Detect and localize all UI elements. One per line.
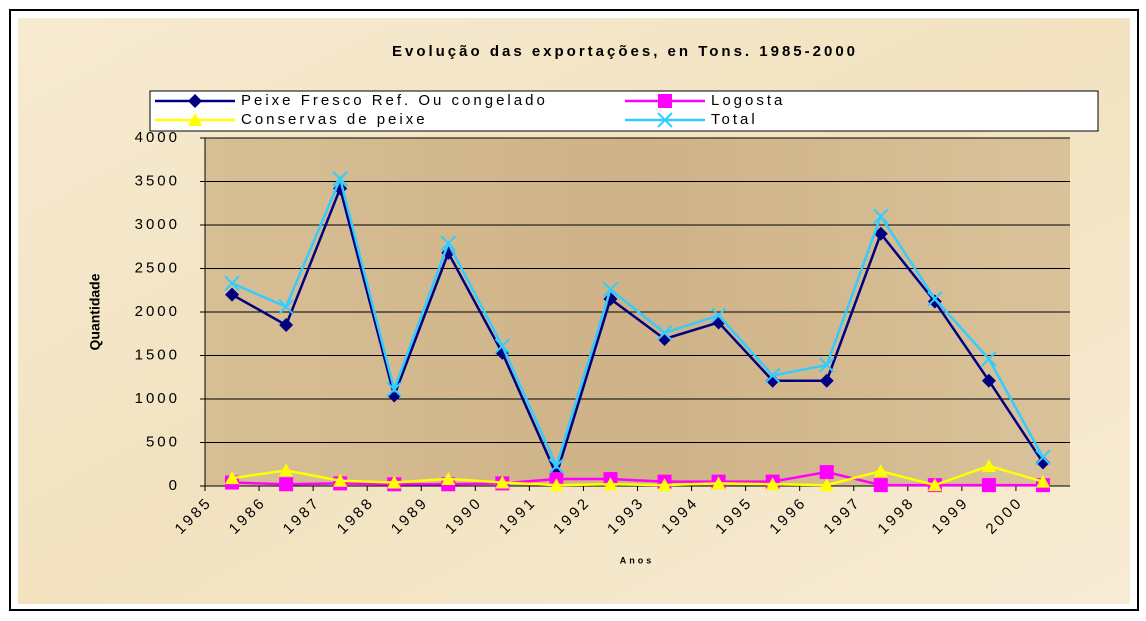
data-point — [873, 478, 888, 493]
data-point — [278, 299, 294, 315]
data-point — [657, 478, 672, 492]
y-tick-label: 3500 — [135, 172, 180, 189]
data-point — [440, 235, 456, 251]
legend-marker — [658, 94, 672, 108]
data-point — [981, 351, 997, 367]
data-point — [549, 478, 564, 492]
series-line — [231, 184, 1045, 479]
data-point — [765, 477, 780, 491]
legend-marker — [657, 112, 673, 128]
legend-label: Conservas de peixe — [241, 111, 428, 128]
data-point — [819, 478, 834, 492]
legend-label: Total — [711, 111, 758, 128]
data-point — [495, 475, 510, 489]
legend-label: Logosta — [711, 92, 785, 109]
data-point — [927, 478, 942, 492]
data-point — [1035, 455, 1050, 470]
y-tick-label: 2500 — [135, 259, 180, 276]
data-point — [710, 307, 727, 324]
data-point — [224, 275, 240, 291]
data-point — [279, 318, 294, 333]
legend-marker — [188, 94, 202, 108]
y-tick-label: 4000 — [135, 129, 180, 146]
data-point — [387, 475, 402, 489]
legend-marker — [188, 113, 202, 126]
data-point — [494, 338, 511, 354]
y-tick-label: 500 — [146, 433, 180, 450]
x-axis-label: Anos — [620, 555, 655, 565]
data-point — [332, 171, 348, 187]
y-tick-label: 1500 — [135, 346, 180, 363]
y-axis-label: Quantidade — [87, 273, 103, 350]
series-line — [231, 174, 1045, 470]
legend-label: Peixe Fresco Ref. Ou congelado — [241, 92, 548, 109]
data-point — [333, 473, 348, 487]
data-point — [873, 226, 888, 241]
data-point — [1035, 449, 1051, 465]
series-line — [231, 464, 1044, 487]
series-line — [231, 470, 1043, 487]
data-point — [927, 294, 942, 309]
data-point — [441, 472, 456, 486]
data-point — [764, 367, 781, 384]
data-point — [873, 208, 889, 225]
data-point — [656, 325, 673, 341]
data-point — [603, 477, 618, 491]
data-point — [819, 373, 834, 388]
chart-title: Evolução das exportações, en Tons. 1985-… — [392, 43, 858, 60]
y-tick-label: 1000 — [135, 390, 180, 407]
data-point — [1035, 474, 1050, 488]
data-point — [819, 465, 834, 480]
data-point — [386, 381, 402, 398]
data-point — [981, 458, 996, 472]
data-point — [765, 373, 780, 388]
data-point — [279, 477, 294, 492]
data-point — [711, 476, 726, 490]
data-point — [981, 478, 996, 493]
data-point — [225, 471, 240, 485]
data-point — [981, 373, 996, 388]
data-point — [873, 464, 888, 478]
data-point — [279, 463, 294, 477]
data-point — [927, 291, 943, 307]
data-point — [548, 458, 565, 474]
data-point — [225, 287, 240, 302]
y-tick-label: 3000 — [135, 216, 180, 233]
data-point — [819, 357, 835, 373]
y-tick-label: 2000 — [135, 303, 180, 320]
y-tick-label: 0 — [169, 477, 180, 494]
data-point — [602, 281, 619, 298]
legend — [149, 90, 1099, 132]
